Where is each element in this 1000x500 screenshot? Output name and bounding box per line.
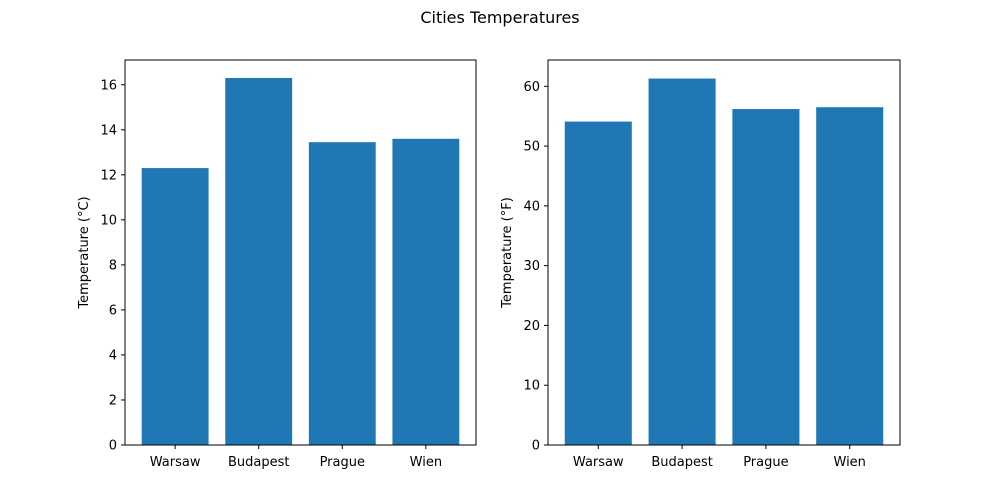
- y-tick-label: 60: [523, 80, 540, 95]
- axes-frame: [124, 59, 477, 446]
- y-axis-label: Temperature (°F): [500, 197, 515, 309]
- y-tick-label: 14: [100, 123, 117, 138]
- bar-warsaw: [564, 121, 632, 446]
- y-tick-label: 50: [523, 140, 540, 155]
- y-tick-label: 10: [100, 213, 117, 228]
- y-tick-label: 12: [100, 168, 117, 183]
- y-tick-label: 4: [109, 348, 117, 363]
- celsius-chart: 0 2 4 6 8 10 12 14 16 Warsaw Budapest Prague Wien Tem…: [77, 59, 477, 470]
- x-tick-label: Warsaw: [150, 455, 201, 470]
- x-tick-label: Prague: [743, 455, 788, 470]
- x-tick-label: Budapest: [651, 455, 713, 470]
- bar-wien: [816, 107, 884, 445]
- y-tick-label: 6: [109, 303, 117, 318]
- bar-prague: [732, 109, 800, 446]
- axes-frame: [547, 59, 901, 446]
- x-tick-label: Prague: [320, 455, 365, 470]
- bar-budapest: [648, 78, 716, 446]
- bar-budapest: [225, 78, 293, 446]
- bar-warsaw: [141, 168, 209, 445]
- bar-wien: [392, 138, 460, 446]
- y-tick-label: 0: [532, 439, 540, 454]
- y-tick-label: 0: [109, 439, 117, 454]
- y-tick-label: 10: [523, 379, 540, 394]
- x-tick-label: Wien: [410, 455, 442, 470]
- y-tick-label: 40: [523, 199, 540, 214]
- x-tick-label: Budapest: [228, 455, 290, 470]
- y-tick-label: 8: [109, 258, 117, 273]
- y-tick-label: 30: [523, 259, 540, 274]
- y-tick-label: 2: [109, 393, 117, 408]
- y-tick-label: 20: [523, 319, 540, 334]
- fahrenheit-chart: 0 10 20 30 40 50 60 Warsaw Budapest Prague Wien Tem…: [500, 59, 901, 470]
- bar-prague: [308, 142, 376, 446]
- y-axis-label: Temperature (°C): [77, 196, 92, 309]
- x-tick-label: Wien: [834, 455, 866, 470]
- x-tick-label: Warsaw: [573, 455, 624, 470]
- y-tick-label: 16: [100, 78, 117, 93]
- figure-title: Cities Temperatures: [420, 8, 579, 27]
